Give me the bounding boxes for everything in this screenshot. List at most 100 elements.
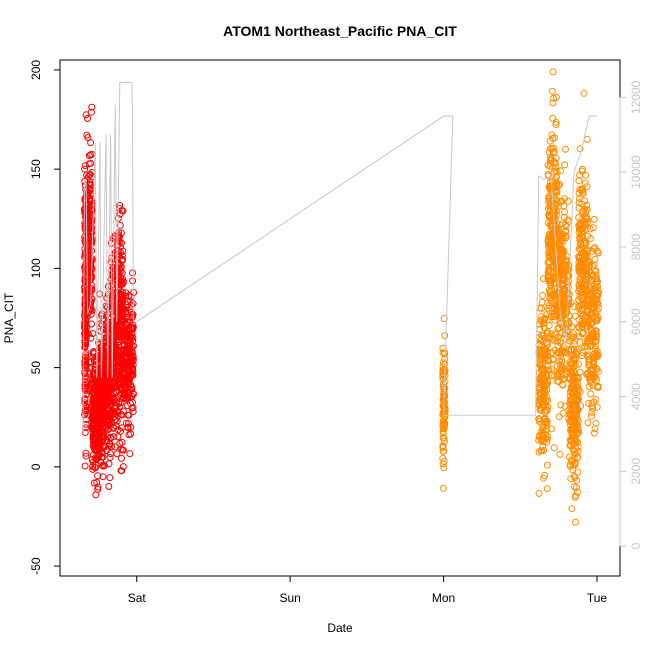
data-point bbox=[591, 255, 599, 263]
data-point bbox=[585, 259, 593, 267]
data-point bbox=[130, 342, 137, 350]
data-point bbox=[588, 412, 595, 420]
data-point bbox=[550, 293, 558, 300]
data-point bbox=[544, 238, 552, 246]
data-point bbox=[129, 277, 137, 285]
data-point bbox=[593, 315, 601, 323]
data-point bbox=[117, 267, 125, 275]
data-point bbox=[111, 443, 119, 451]
data-point bbox=[545, 333, 553, 341]
data-point bbox=[124, 325, 132, 332]
data-point bbox=[535, 436, 543, 444]
data-point bbox=[123, 326, 131, 334]
data-point bbox=[543, 485, 551, 493]
data-point bbox=[587, 370, 595, 378]
data-point bbox=[535, 489, 543, 497]
data-point bbox=[589, 319, 597, 327]
data-point bbox=[81, 342, 89, 350]
data-point bbox=[540, 316, 548, 324]
data-point bbox=[591, 244, 599, 252]
data-point bbox=[87, 139, 95, 147]
data-point bbox=[546, 301, 554, 309]
data-point bbox=[88, 103, 96, 111]
data-point bbox=[570, 454, 578, 462]
data-point bbox=[107, 433, 115, 441]
data-point bbox=[586, 355, 594, 363]
data-point bbox=[578, 185, 586, 193]
data-point bbox=[586, 284, 594, 292]
data-point bbox=[579, 281, 587, 289]
data-point bbox=[122, 292, 130, 300]
data-point bbox=[558, 250, 566, 258]
data-point bbox=[81, 165, 89, 173]
data-point bbox=[81, 382, 89, 389]
data-point bbox=[550, 94, 557, 102]
data-point bbox=[440, 457, 448, 465]
data-point bbox=[441, 413, 449, 421]
data-point bbox=[568, 323, 576, 331]
data-point bbox=[93, 478, 101, 486]
data-point bbox=[81, 162, 89, 170]
data-point bbox=[108, 394, 116, 402]
y2-tick-label: 6000 bbox=[629, 308, 643, 335]
data-point bbox=[554, 373, 562, 381]
data-point bbox=[591, 345, 599, 353]
data-point bbox=[584, 320, 592, 328]
data-point bbox=[118, 454, 125, 462]
data-point bbox=[576, 332, 584, 340]
y2-tick-label: 0 bbox=[629, 542, 643, 549]
data-point bbox=[577, 258, 585, 266]
data-point bbox=[550, 148, 558, 156]
data-point bbox=[575, 316, 583, 324]
data-point bbox=[541, 389, 549, 397]
data-point bbox=[439, 484, 447, 492]
data-point bbox=[128, 314, 136, 322]
data-point bbox=[577, 289, 585, 297]
data-point bbox=[539, 401, 547, 409]
data-point bbox=[576, 285, 584, 293]
data-point bbox=[561, 208, 568, 216]
data-point bbox=[563, 278, 571, 286]
data-point bbox=[129, 371, 137, 379]
y-axis-label: PNA_CIT bbox=[2, 292, 16, 343]
data-point bbox=[553, 168, 561, 176]
data-point bbox=[592, 352, 600, 359]
data-point bbox=[571, 303, 579, 311]
data-point bbox=[552, 121, 560, 129]
data-point bbox=[538, 420, 545, 428]
data-point bbox=[109, 296, 116, 304]
data-point bbox=[95, 429, 103, 437]
data-point bbox=[588, 402, 596, 410]
data-point bbox=[582, 225, 590, 233]
data-point bbox=[109, 335, 117, 343]
data-point bbox=[116, 201, 124, 209]
data-point bbox=[571, 410, 579, 418]
data-point bbox=[572, 484, 580, 492]
data-point bbox=[561, 311, 569, 319]
data-point bbox=[589, 224, 597, 232]
data-point bbox=[109, 395, 117, 403]
data-point bbox=[576, 145, 584, 153]
data-point bbox=[589, 365, 597, 373]
data-point bbox=[557, 337, 565, 345]
data-point bbox=[535, 433, 543, 441]
data-point bbox=[547, 159, 555, 167]
data-point bbox=[105, 483, 113, 490]
data-point bbox=[103, 447, 111, 454]
data-point bbox=[562, 261, 570, 269]
data-point bbox=[128, 384, 136, 391]
data-point bbox=[86, 185, 94, 193]
data-point bbox=[549, 68, 557, 76]
data-point bbox=[116, 221, 124, 229]
data-point bbox=[89, 371, 97, 379]
data-point bbox=[545, 148, 553, 156]
data-point bbox=[548, 131, 556, 139]
data-point bbox=[549, 149, 557, 157]
data-point bbox=[558, 197, 566, 205]
data-point bbox=[545, 322, 553, 329]
data-point bbox=[114, 309, 122, 317]
data-point bbox=[574, 488, 582, 496]
data-point bbox=[550, 444, 558, 452]
data-point bbox=[81, 462, 89, 470]
data-point bbox=[82, 405, 89, 413]
